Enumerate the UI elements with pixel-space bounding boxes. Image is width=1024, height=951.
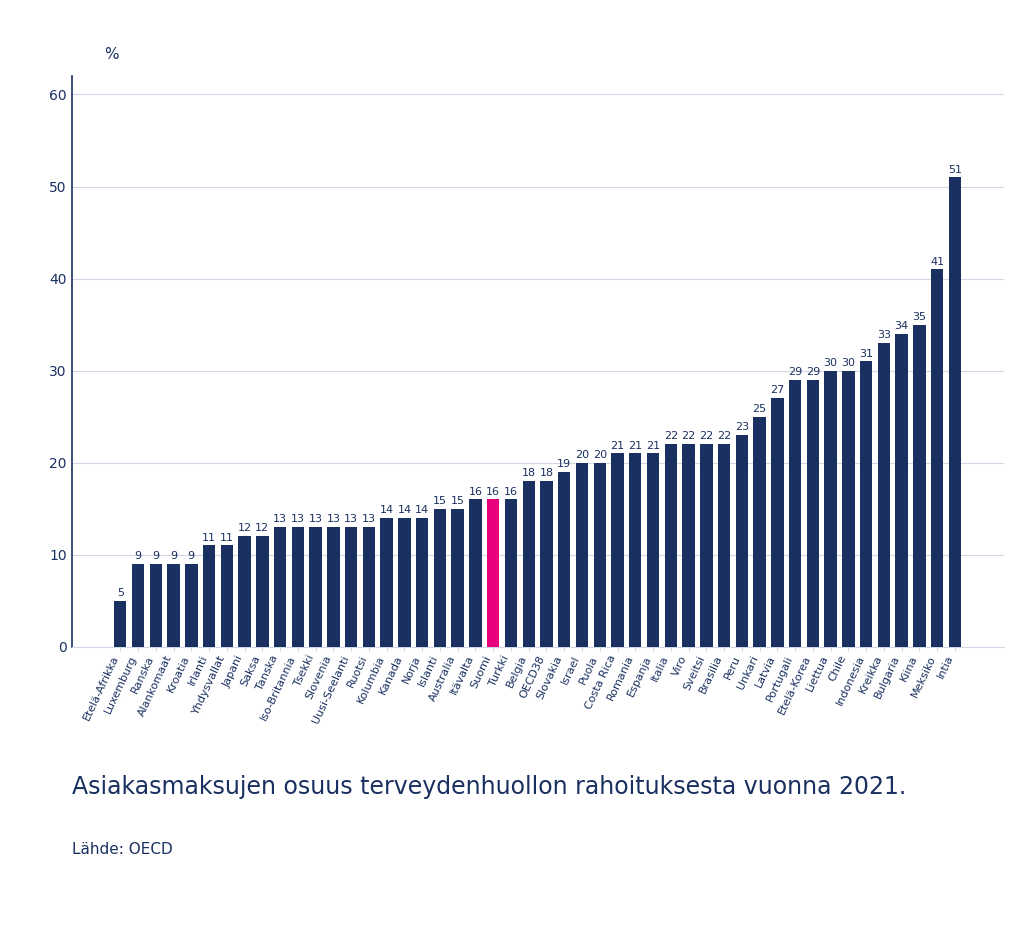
Bar — [132, 564, 144, 647]
Text: 14: 14 — [380, 505, 393, 515]
Text: 21: 21 — [610, 440, 625, 451]
Text: 13: 13 — [361, 514, 376, 524]
Bar — [327, 527, 340, 647]
Bar — [167, 564, 180, 647]
Text: 23: 23 — [735, 422, 749, 433]
Text: 20: 20 — [574, 450, 589, 460]
Bar — [718, 444, 730, 647]
Text: 13: 13 — [273, 514, 287, 524]
Bar — [362, 527, 375, 647]
Text: 29: 29 — [806, 367, 820, 377]
Bar — [754, 417, 766, 647]
Bar — [771, 398, 783, 647]
Bar — [452, 509, 464, 647]
Text: 15: 15 — [451, 495, 465, 506]
Bar — [788, 379, 802, 647]
Text: 21: 21 — [646, 440, 660, 451]
Text: 13: 13 — [344, 514, 358, 524]
Text: 16: 16 — [504, 487, 518, 496]
Text: 9: 9 — [153, 551, 160, 561]
Text: 12: 12 — [238, 523, 252, 534]
Text: 11: 11 — [220, 533, 233, 543]
Text: Lähde: OECD: Lähde: OECD — [72, 842, 172, 857]
Bar — [860, 361, 872, 647]
Text: 25: 25 — [753, 404, 767, 414]
Bar — [185, 564, 198, 647]
Text: 18: 18 — [540, 468, 554, 478]
Bar — [665, 444, 677, 647]
Bar — [682, 444, 694, 647]
Text: 22: 22 — [717, 432, 731, 441]
Bar — [558, 472, 570, 647]
Text: %: % — [104, 48, 119, 62]
Bar — [522, 481, 535, 647]
Text: 30: 30 — [823, 358, 838, 368]
Text: 21: 21 — [628, 440, 642, 451]
Bar — [913, 324, 926, 647]
Bar — [292, 527, 304, 647]
Text: 15: 15 — [433, 495, 446, 506]
Text: 14: 14 — [415, 505, 429, 515]
Text: 9: 9 — [134, 551, 141, 561]
Text: 20: 20 — [593, 450, 607, 460]
Text: 22: 22 — [664, 432, 678, 441]
Bar — [487, 499, 500, 647]
Bar — [273, 527, 287, 647]
Bar — [647, 454, 659, 647]
Bar — [878, 343, 890, 647]
Bar — [594, 462, 606, 647]
Bar — [203, 546, 215, 647]
Bar — [416, 518, 428, 647]
Bar — [309, 527, 322, 647]
Text: 16: 16 — [486, 487, 500, 496]
Text: 27: 27 — [770, 385, 784, 396]
Text: 33: 33 — [877, 330, 891, 340]
Text: 12: 12 — [255, 523, 269, 534]
Bar — [541, 481, 553, 647]
Text: 51: 51 — [948, 165, 962, 175]
Text: 22: 22 — [699, 432, 714, 441]
Text: 29: 29 — [788, 367, 802, 377]
Text: 11: 11 — [202, 533, 216, 543]
Bar — [434, 509, 446, 647]
Bar — [220, 546, 233, 647]
Text: Asiakasmaksujen osuus terveydenhuollon rahoituksesta vuonna 2021.: Asiakasmaksujen osuus terveydenhuollon r… — [72, 775, 906, 799]
Text: 13: 13 — [327, 514, 340, 524]
Text: 16: 16 — [468, 487, 482, 496]
Bar — [629, 454, 641, 647]
Bar — [398, 518, 411, 647]
Bar — [824, 371, 837, 647]
Text: 30: 30 — [842, 358, 855, 368]
Bar — [807, 379, 819, 647]
Text: 5: 5 — [117, 588, 124, 598]
Text: 13: 13 — [291, 514, 305, 524]
Bar — [575, 462, 588, 647]
Text: 13: 13 — [308, 514, 323, 524]
Text: 9: 9 — [170, 551, 177, 561]
Bar — [505, 499, 517, 647]
Bar — [381, 518, 393, 647]
Bar — [931, 269, 943, 647]
Bar — [735, 435, 749, 647]
Bar — [150, 564, 162, 647]
Text: 14: 14 — [397, 505, 412, 515]
Text: 34: 34 — [895, 321, 908, 331]
Text: 9: 9 — [187, 551, 195, 561]
Bar — [611, 454, 624, 647]
Bar — [700, 444, 713, 647]
Bar — [469, 499, 481, 647]
Text: 35: 35 — [912, 312, 927, 321]
Bar — [948, 177, 962, 647]
Bar — [114, 601, 127, 647]
Text: 31: 31 — [859, 349, 873, 359]
Bar — [239, 536, 251, 647]
Text: 18: 18 — [521, 468, 536, 478]
Bar — [895, 334, 908, 647]
Text: 41: 41 — [930, 257, 944, 266]
Bar — [256, 536, 268, 647]
Text: 19: 19 — [557, 459, 571, 469]
Bar — [345, 527, 357, 647]
Text: 22: 22 — [681, 432, 695, 441]
Bar — [842, 371, 855, 647]
